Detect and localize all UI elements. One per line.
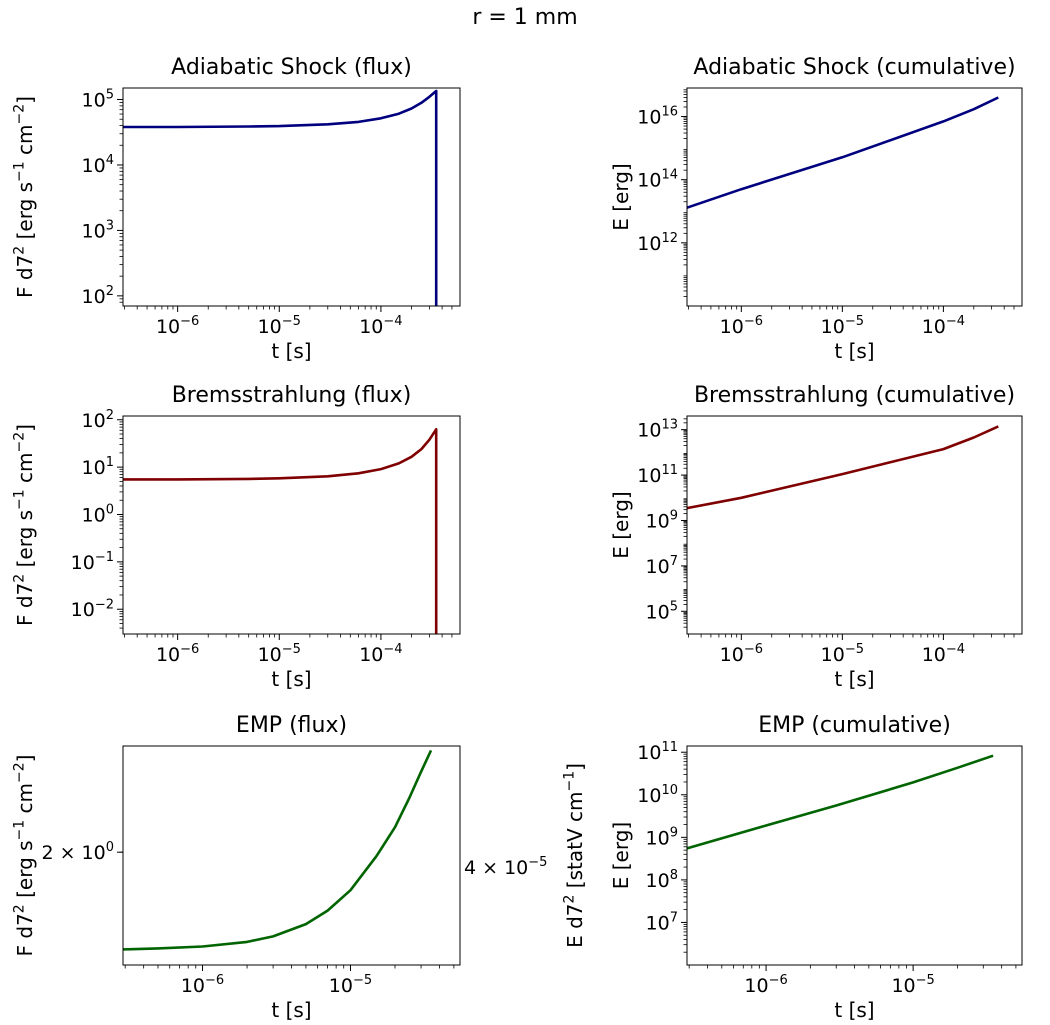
y-tick-label: 10−2 <box>71 597 114 621</box>
subplot-adiabatic-flux: Adiabatic Shock (flux) 10−6 10−5 10−4 102 103… <box>12 55 461 363</box>
y-tick-label: 105 <box>646 599 678 623</box>
y-tick-label: 1011 <box>637 740 678 764</box>
subplot-adiabatic-cumulative: Adiabatic Shock (cumulative) 10−6 10−5 10−4… <box>609 55 1023 363</box>
subplot-title: EMP (flux) <box>236 713 347 738</box>
y-axis-label: F d72 [erg s−1 cm−2] <box>12 96 37 298</box>
series-line <box>686 754 994 850</box>
y-tick-label: 1012 <box>637 231 678 255</box>
x-axis-label: t [s] <box>271 339 311 363</box>
right-y-axis-label: E d72 [statV cm−1] <box>562 763 587 948</box>
y-axis-label: F d72 [erg s−1 cm−2] <box>12 424 37 626</box>
subplot-title: Bremsstrahlung (cumulative) <box>694 383 1015 408</box>
y-tick-label: 1011 <box>637 463 678 487</box>
x-axis-label: t [s] <box>834 998 874 1022</box>
subplot-title: EMP (cumulative) <box>758 713 951 738</box>
x-tick-label: 10−6 <box>156 642 199 666</box>
y-tick-label: 102 <box>82 408 114 432</box>
y-tick-label: 102 <box>82 284 114 308</box>
subplot-title: Bremsstrahlung (flux) <box>172 383 412 408</box>
x-axis-label: t [s] <box>271 667 311 691</box>
x-tick-label: 10−6 <box>720 642 763 666</box>
axes-frame <box>686 87 1023 307</box>
y-tick-label: 10−1 <box>71 550 114 574</box>
x-tick-label: 10−4 <box>359 642 402 666</box>
x-tick-label: 10−5 <box>821 314 864 338</box>
series-line <box>123 89 438 306</box>
axes-frame <box>122 87 461 307</box>
y-tick-label: 109 <box>646 509 678 533</box>
y-tick-label: 103 <box>82 218 114 242</box>
series-line <box>686 425 999 510</box>
y-tick-label: 101 <box>82 455 114 479</box>
axes-frame <box>122 745 461 966</box>
y-tick-label: 107 <box>646 554 678 578</box>
axes-frame <box>686 415 1023 635</box>
x-tick-label: 10−5 <box>258 314 301 338</box>
subplots-group: Adiabatic Shock (flux) 10−6 10−5 10−4 102 103… <box>12 55 1023 1022</box>
x-tick-label: 10−5 <box>821 642 864 666</box>
y-axis-label: E [erg] <box>609 163 633 230</box>
subplot-emp-cumulative: EMP (cumulative) 10−6 10−5 107 108 109 1010 101… <box>609 713 1023 1022</box>
subplot-title: Adiabatic Shock (flux) <box>171 55 412 80</box>
series-line <box>122 749 433 951</box>
subplot-brems-cumulative: Bremsstrahlung (cumulative) 10−6 10−5 10−4 1… <box>609 383 1023 691</box>
x-tick-label: 10−6 <box>156 314 199 338</box>
axes-frame <box>686 745 1023 966</box>
y-tick-label: 1014 <box>637 168 678 192</box>
series-line <box>686 96 999 209</box>
x-axis-label: t [s] <box>834 667 874 691</box>
x-axis-label: t [s] <box>271 998 311 1022</box>
y-axis-label: E [erg] <box>609 822 633 889</box>
subplot-emp-flux: EMP (flux) 10−6 10−5 2 × 100 4 × 10−5 t [s] F … <box>12 713 587 1022</box>
x-tick-label: 10−6 <box>744 973 787 997</box>
y-axis-label: E [erg] <box>609 491 633 558</box>
y-tick-label: 100 <box>82 503 114 527</box>
subplot-title: Adiabatic Shock (cumulative) <box>693 55 1015 80</box>
figure-suptitle: r = 1 mm <box>472 5 577 30</box>
x-tick-label: 10−4 <box>922 314 965 338</box>
y-tick-label: 107 <box>646 910 678 934</box>
y-tick-label: 1013 <box>637 418 678 442</box>
x-axis-label: t [s] <box>834 339 874 363</box>
y-tick-label: 109 <box>646 825 678 849</box>
y-tick-label: 1016 <box>637 105 678 129</box>
subplot-brems-flux: Bremsstrahlung (flux) 10−6 10−5 10−4 10−2 10−… <box>12 383 461 691</box>
y-tick-label: 108 <box>646 868 678 892</box>
y-axis-label: F d72 [erg s−1 cm−2] <box>12 755 37 957</box>
x-tick-label: 10−5 <box>258 642 301 666</box>
y-tick-label: 2 × 100 <box>41 840 114 864</box>
x-tick-label: 10−6 <box>720 314 763 338</box>
y-tick-label: 104 <box>82 153 114 177</box>
x-tick-label: 10−4 <box>922 642 965 666</box>
axes-frame <box>122 415 461 635</box>
series-line <box>123 427 438 634</box>
x-tick-label: 10−6 <box>181 973 224 997</box>
x-tick-label: 10−5 <box>891 973 934 997</box>
y-tick-label: 105 <box>82 88 114 112</box>
x-tick-label: 10−4 <box>359 314 402 338</box>
right-y-tick-label: 4 × 10−5 <box>464 855 547 879</box>
y-tick-label: 1010 <box>637 783 678 807</box>
x-tick-label: 10−5 <box>329 973 372 997</box>
